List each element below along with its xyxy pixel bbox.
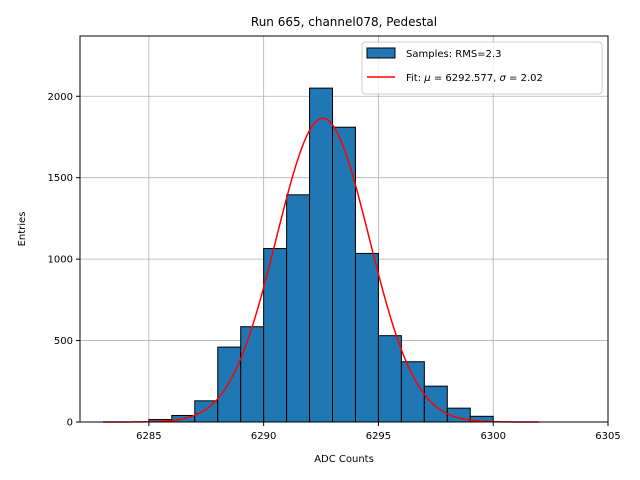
x-tick-label: 6300 bbox=[480, 431, 505, 442]
legend-histogram-swatch bbox=[366, 47, 396, 59]
histogram-bar bbox=[309, 87, 334, 423]
legend: Samples: RMS=2.3 Fit: μ = 6292.577, σ = … bbox=[361, 41, 603, 95]
histogram-bar bbox=[194, 400, 219, 423]
chart-title: Run 665, channel078, Pedestal bbox=[251, 15, 437, 29]
x-tick-label: 6305 bbox=[595, 431, 620, 442]
histogram-bar bbox=[217, 346, 242, 423]
y-tick-label: 0 bbox=[67, 418, 73, 429]
legend-fit-eq: = bbox=[431, 73, 446, 84]
y-tick-label: 500 bbox=[54, 336, 73, 347]
legend-fit-sep: , bbox=[493, 73, 499, 84]
legend-fit-sigma-value: 2.02 bbox=[521, 73, 543, 84]
histogram-bar bbox=[400, 361, 425, 423]
legend-fit-mu-value: 6292.577 bbox=[445, 73, 493, 84]
legend-fit-prefix: Fit: bbox=[406, 73, 424, 84]
y-axis-label: Entries bbox=[17, 212, 28, 247]
x-tick-label: 6285 bbox=[136, 431, 161, 442]
x-tick-label: 6295 bbox=[366, 431, 391, 442]
legend-label-samples: Samples: RMS=2.3 bbox=[406, 49, 501, 60]
histogram-bar bbox=[286, 194, 311, 423]
x-axis-label: ADC Counts bbox=[314, 454, 374, 465]
y-tick-label: 1500 bbox=[48, 173, 73, 184]
legend-fit-sigma-symbol: σ bbox=[499, 73, 506, 84]
histogram-bar bbox=[377, 335, 402, 423]
legend-fit-mu-symbol: μ bbox=[423, 73, 430, 84]
axes-frame bbox=[79, 35, 609, 423]
legend-frame bbox=[361, 41, 603, 95]
x-tick-label: 6290 bbox=[251, 431, 276, 442]
legend-fit-eq2: = bbox=[506, 73, 521, 84]
y-tick-label: 1000 bbox=[48, 255, 73, 266]
histogram-bar bbox=[354, 252, 379, 423]
y-tick-label: 2000 bbox=[48, 92, 73, 103]
legend-label-fit: Fit: μ = 6292.577, σ = 2.02 bbox=[406, 73, 543, 84]
histogram-bar bbox=[240, 326, 265, 423]
histogram-bars bbox=[148, 87, 494, 423]
axes: 6285 6290 6295 6300 6305 0 500 1000 1500 2000 bbox=[48, 35, 621, 442]
histogram-bar bbox=[423, 385, 448, 423]
fit-curve bbox=[102, 117, 540, 423]
